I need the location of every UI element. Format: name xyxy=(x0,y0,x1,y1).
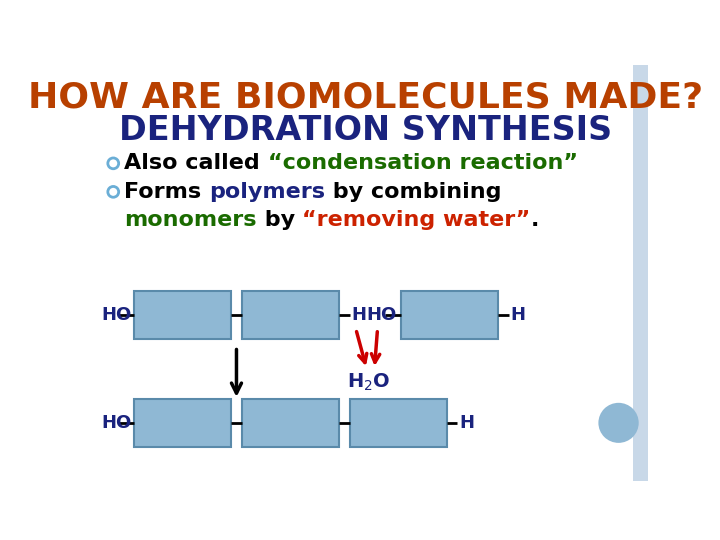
Text: by combining: by combining xyxy=(325,182,501,202)
Text: .: . xyxy=(531,211,539,231)
Text: monomers: monomers xyxy=(124,211,256,231)
Bar xyxy=(134,291,231,339)
Bar xyxy=(401,291,498,339)
Text: Also called: Also called xyxy=(124,153,268,173)
Bar xyxy=(242,291,339,339)
Bar xyxy=(134,399,231,447)
Circle shape xyxy=(598,403,639,443)
Text: “removing water”: “removing water” xyxy=(302,211,531,231)
Text: by: by xyxy=(256,211,302,231)
Text: H: H xyxy=(459,414,474,432)
Text: HO: HO xyxy=(102,306,132,324)
Text: DEHYDRATION SYNTHESIS: DEHYDRATION SYNTHESIS xyxy=(119,114,612,147)
Text: Forms: Forms xyxy=(124,182,209,202)
Bar xyxy=(350,399,446,447)
Bar xyxy=(242,399,339,447)
Text: HOW ARE BIOMOLECULES MADE?: HOW ARE BIOMOLECULES MADE? xyxy=(27,80,703,114)
Text: H: H xyxy=(351,306,366,324)
Text: HO: HO xyxy=(102,414,132,432)
Text: polymers: polymers xyxy=(209,182,325,202)
Text: HO: HO xyxy=(366,306,397,324)
Text: H$_2$O: H$_2$O xyxy=(347,372,391,393)
Text: “condensation reaction”: “condensation reaction” xyxy=(268,153,577,173)
Bar xyxy=(632,65,648,481)
Text: H: H xyxy=(510,306,525,324)
